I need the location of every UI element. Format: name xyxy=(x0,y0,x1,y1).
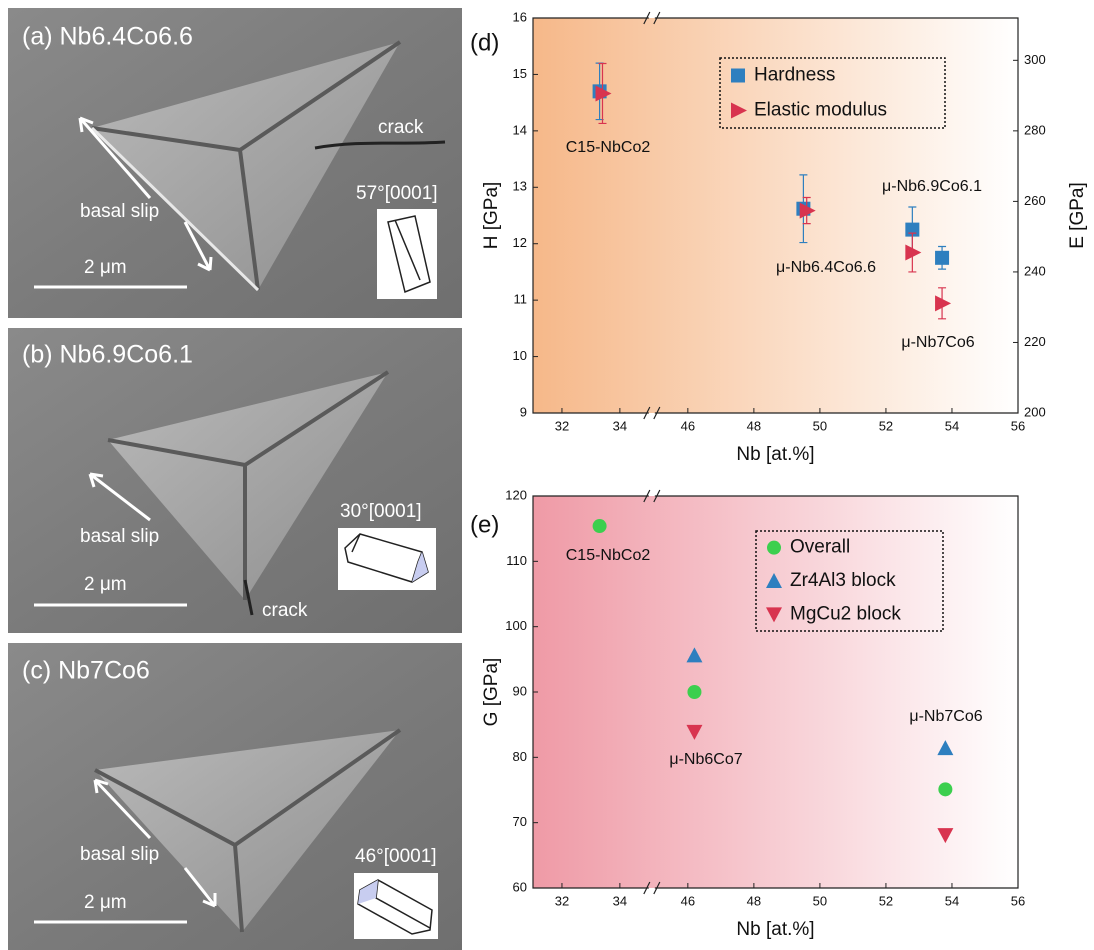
y-tick-label: 11 xyxy=(514,292,528,307)
legend-marker xyxy=(767,541,781,555)
data-point xyxy=(938,782,952,796)
y-tick-label: 15 xyxy=(513,66,527,81)
y-axis-label: G [GPa] xyxy=(481,658,502,727)
scale-label: 2 μm xyxy=(84,257,127,278)
annotation: μ-Nb6.4Co6.6 xyxy=(776,259,876,276)
x-tick-label: 46 xyxy=(681,418,695,433)
slip-label: basal slip xyxy=(80,526,159,547)
scale-label: 2 μm xyxy=(84,574,127,595)
annotation: μ-Nb7Co6 xyxy=(909,708,982,725)
y-tick-label: 16 xyxy=(513,9,527,24)
legend-label: Elastic modulus xyxy=(754,100,887,121)
x-tick-label: 50 xyxy=(813,418,827,433)
annotation: μ-Nb6.9Co6.1 xyxy=(882,178,982,195)
y2-tick-label: 240 xyxy=(1024,263,1046,278)
legend-label: Zr4Al3 block xyxy=(790,570,896,591)
x-tick-label: 52 xyxy=(879,893,893,908)
y-tick-label: 12 xyxy=(513,235,527,250)
x-tick-label: 34 xyxy=(613,893,627,908)
x-tick-label: 32 xyxy=(555,893,569,908)
y-axis-label: H [GPa] xyxy=(481,182,502,250)
x-tick-label: 48 xyxy=(747,893,761,908)
x-tick-label: 34 xyxy=(613,418,627,433)
y2-tick-label: 200 xyxy=(1024,404,1046,419)
panel-label: (e) xyxy=(470,511,499,538)
panel-label: (a) Nb6.4Co6.6 xyxy=(22,23,193,51)
panel-label: (b) Nb6.9Co6.1 xyxy=(22,341,193,369)
orientation-label: 46°[0001] xyxy=(355,846,437,867)
annotation: C15-NbCo2 xyxy=(566,139,651,156)
y2-axis-label: E [GPa] xyxy=(1067,182,1088,249)
y2-tick-label: 220 xyxy=(1024,334,1046,349)
x-tick-label: 32 xyxy=(555,418,569,433)
x-tick-label: 50 xyxy=(813,893,827,908)
x-tick-label: 56 xyxy=(1011,893,1025,908)
crack-label: crack xyxy=(378,117,424,138)
y-tick-label: 60 xyxy=(513,879,527,894)
annotation: μ-Nb6Co7 xyxy=(669,751,742,768)
slip-label: basal slip xyxy=(80,844,159,865)
x-tick-label: 52 xyxy=(879,418,893,433)
orientation-label: 57°[0001] xyxy=(356,183,438,204)
annotation: C15-NbCo2 xyxy=(566,547,651,564)
y2-tick-label: 260 xyxy=(1024,193,1046,208)
x-tick-label: 54 xyxy=(945,418,959,433)
annotation: μ-Nb7Co6 xyxy=(901,334,974,351)
y-tick-label: 90 xyxy=(513,683,527,698)
data-point xyxy=(593,519,607,533)
y-tick-label: 120 xyxy=(505,487,527,502)
x-tick-label: 54 xyxy=(945,893,959,908)
data-point xyxy=(687,685,701,699)
sem-panel-c: (c) Nb7Co6 46°[0001] basal slip 2 μm xyxy=(8,643,462,950)
y-tick-label: 70 xyxy=(513,814,527,829)
y-tick-label: 9 xyxy=(520,404,527,419)
y-tick-label: 100 xyxy=(505,618,527,633)
y-tick-label: 10 xyxy=(513,348,527,363)
panel-label: (c) Nb7Co6 xyxy=(22,657,150,685)
x-axis-label: Nb [at.%] xyxy=(736,919,814,940)
legend-label: Overall xyxy=(790,537,850,558)
legend-label: MgCu2 block xyxy=(790,603,901,624)
x-tick-label: 56 xyxy=(1011,418,1025,433)
data-point xyxy=(935,251,949,265)
crack-label: crack xyxy=(262,600,308,621)
y2-tick-label: 280 xyxy=(1024,122,1046,137)
figure: (a) Nb6.4Co6.6 crack 57°[0001] basal sli… xyxy=(0,0,1094,950)
y-tick-label: 13 xyxy=(513,179,527,194)
legend-marker xyxy=(731,69,745,83)
y-tick-label: 80 xyxy=(513,749,527,764)
orientation-label: 30°[0001] xyxy=(340,501,422,522)
x-tick-label: 48 xyxy=(747,418,761,433)
sem-panel-b: (b) Nb6.9Co6.1 30°[0001] basal slip 2 μm… xyxy=(8,328,462,633)
slip-label: basal slip xyxy=(80,201,159,222)
y-tick-label: 110 xyxy=(506,553,527,568)
legend-label: Hardness xyxy=(754,65,835,86)
sem-panel-a: (a) Nb6.4Co6.6 crack 57°[0001] basal sli… xyxy=(8,8,462,318)
x-axis-label: Nb [at.%] xyxy=(736,444,814,465)
panel-label: (d) xyxy=(470,29,499,56)
y2-tick-label: 300 xyxy=(1024,52,1046,67)
scale-label: 2 μm xyxy=(84,892,127,913)
x-tick-label: 46 xyxy=(681,893,695,908)
y-tick-label: 14 xyxy=(513,122,527,137)
